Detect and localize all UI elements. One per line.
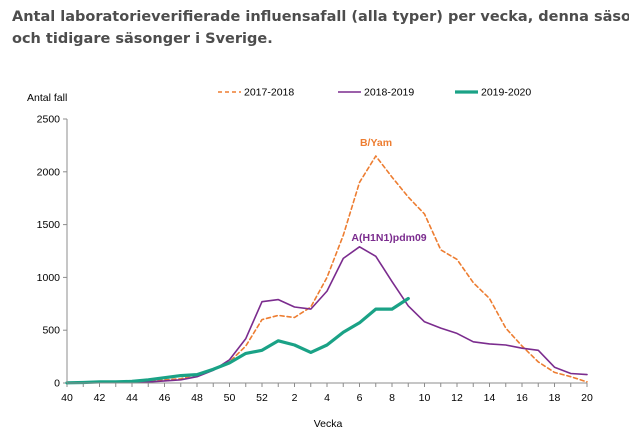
legend-label-2018-2019: 2018-2019: [364, 87, 414, 99]
x-tick-label: 8: [389, 392, 395, 404]
legend: 2017-2018 2018-2019 2019-2020: [218, 87, 531, 99]
y-tick-label: 2000: [37, 166, 61, 178]
x-tick-label: 52: [256, 392, 268, 404]
x-tick-label: 46: [159, 392, 171, 404]
x-tick-label: 6: [357, 392, 363, 404]
series-line-2019-2020: [65, 296, 410, 385]
x-tick-label: 42: [94, 392, 106, 404]
chart-title-line-2: och tidigare säsonger i Sverige.: [12, 31, 273, 47]
y-axis-label: Antal fall: [27, 92, 67, 104]
x-axis-label: Vecka: [314, 418, 343, 430]
y-tick-label: 1000: [37, 272, 61, 284]
x-tick-label: 4: [324, 392, 330, 404]
y-axis: 0 500 1000 1500 2000 2500: [37, 114, 67, 390]
series-group: [65, 155, 588, 385]
annotations: B/Yam A(H1N1)pdm09: [351, 137, 426, 244]
chart-title: Antal laboratorieverifierade influensafa…: [12, 6, 629, 50]
annotation-label: B/Yam: [360, 137, 392, 149]
x-tick-label: 50: [224, 392, 236, 404]
annotation-label: A(H1N1)pdm09: [351, 232, 426, 244]
x-tick-label: 12: [451, 392, 463, 404]
legend-label-2017-2018: 2017-2018: [244, 87, 294, 99]
y-tick-label: 2500: [37, 114, 61, 126]
x-tick-label: 16: [516, 392, 528, 404]
y-tick-label: 500: [42, 325, 60, 337]
series-line-2018-2019: [66, 246, 588, 384]
x-tick-label: 14: [484, 392, 496, 404]
x-tick-label: 48: [191, 392, 203, 404]
chart-title-line-1: Antal laboratorieverifierade influensafa…: [12, 9, 629, 25]
y-tick-label: 1500: [37, 219, 61, 231]
x-tick-label: 18: [549, 392, 561, 404]
series-line-2017-2018: [66, 155, 588, 384]
x-tick-label: 10: [419, 392, 431, 404]
y-tick-label: 0: [54, 378, 60, 390]
legend-label-2019-2020: 2019-2020: [481, 87, 531, 99]
x-tick-label: 40: [61, 392, 73, 404]
x-tick-label: 44: [126, 392, 138, 404]
x-tick-label: 2: [292, 392, 298, 404]
x-axis: 40 42 44 46 48 50 52 2 4 6 8 10 12 14 16 18 20: [61, 383, 593, 404]
x-tick-label: 20: [581, 392, 593, 404]
